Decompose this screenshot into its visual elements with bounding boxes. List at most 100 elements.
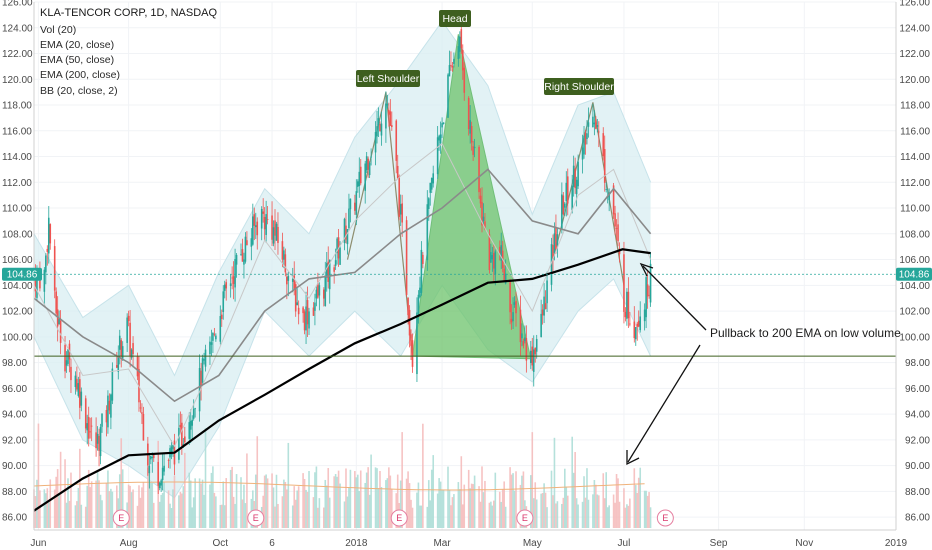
volume-bar: [634, 485, 637, 528]
y-tick-label-right: 116.00: [900, 126, 930, 137]
candle-body: [45, 255, 47, 273]
arrow-head-volume: [626, 450, 640, 466]
volume-bar: [481, 466, 483, 528]
volume-bar: [79, 448, 81, 528]
y-tick-label-left: 88.00: [2, 487, 27, 498]
candle-body: [271, 215, 273, 240]
candle-body: [184, 436, 186, 443]
volume-bar: [379, 471, 381, 528]
candle-body: [90, 425, 93, 427]
candle-body: [450, 64, 452, 67]
volume-bar: [336, 476, 338, 528]
volume-bar: [343, 501, 346, 528]
candle-body: [150, 456, 152, 460]
y-tick-label-right: 108.00: [899, 229, 930, 240]
volume-bar: [80, 504, 83, 528]
volume-bar: [349, 469, 352, 528]
candle-body: [275, 223, 278, 241]
candle-body: [126, 317, 128, 343]
x-tick-label: May: [523, 538, 542, 549]
candle-body: [181, 422, 183, 446]
x-tick-label: Nov: [795, 538, 813, 549]
legend-vol[interactable]: Vol (20): [40, 24, 76, 36]
head-label: Head: [442, 13, 467, 25]
volume-bar: [254, 474, 257, 528]
volume-bar: [209, 484, 211, 528]
y-tick-label-right: 100.00: [899, 332, 930, 343]
candle-body: [296, 302, 298, 306]
candle-body: [614, 213, 616, 227]
y-tick-label-left: 122.00: [2, 49, 33, 60]
bollinger-band-fill: [34, 21, 651, 498]
y-tick-label-left: 104.00: [2, 281, 33, 292]
y-tick-label-left: 126.00: [2, 0, 33, 9]
volume-bar: [388, 467, 390, 528]
candle-body: [637, 320, 640, 327]
candle-body: [235, 254, 238, 265]
left-shoulder-label: Left Shoulder: [357, 73, 420, 85]
candle-body: [564, 203, 566, 208]
volume-bar: [410, 499, 412, 528]
x-tick-label: Aug: [120, 538, 138, 549]
volume-bar: [64, 459, 66, 528]
candle-body: [204, 349, 207, 367]
last-price-tag-left: 104.86: [2, 267, 42, 281]
y-tick-label-right: 112.00: [900, 178, 930, 189]
earnings-marker: [656, 509, 674, 527]
candle-body: [244, 236, 247, 262]
x-tick-label: Sep: [710, 538, 728, 549]
volume-bar: [411, 507, 414, 528]
legend-bb[interactable]: BB (20, close, 2): [40, 85, 118, 97]
candle-body: [265, 214, 267, 235]
y-tick-label-left: 92.00: [2, 435, 27, 446]
candle-body: [552, 244, 554, 260]
candle-body: [297, 307, 300, 315]
volume-bar: [327, 468, 330, 528]
candle-body: [490, 252, 492, 263]
volume-bar: [58, 494, 60, 528]
candle-body: [438, 135, 440, 141]
volume-bar: [294, 499, 297, 528]
candle-body: [410, 334, 412, 346]
volume-bar: [243, 484, 245, 528]
candle-body: [447, 74, 449, 118]
volume-bar: [399, 480, 402, 528]
legend-ema-50[interactable]: EMA (50, close): [40, 54, 114, 66]
volume-bar: [432, 455, 435, 528]
volume-bar: [87, 469, 90, 528]
candle-body: [262, 211, 264, 214]
volume-bar: [420, 505, 423, 528]
candle-body: [86, 423, 89, 431]
candle-body: [457, 46, 460, 60]
earnings-marker: [112, 509, 130, 527]
candle-body: [334, 260, 337, 266]
legend-ema-200[interactable]: EMA (200, close): [40, 69, 120, 81]
volume-bar: [204, 428, 207, 528]
candle-body: [593, 122, 596, 125]
volume-bar: [451, 497, 454, 528]
volume-bar: [503, 481, 505, 528]
volume-bar: [107, 470, 109, 528]
candle-body: [161, 467, 164, 481]
candle-body: [67, 349, 69, 364]
volume-bar: [265, 474, 267, 528]
volume-bar: [544, 492, 547, 528]
volume-bar: [364, 482, 366, 528]
volume-bar: [55, 476, 57, 528]
volume-bar: [188, 472, 191, 528]
candle-body: [272, 227, 275, 244]
legend-ema-20[interactable]: EMA (20, close): [40, 39, 114, 51]
candle-body: [250, 238, 253, 247]
volume-bar: [111, 491, 114, 528]
candle-body: [478, 146, 480, 193]
earnings-marker: [516, 509, 534, 527]
candle-body: [519, 309, 522, 343]
volume-bar: [389, 475, 392, 528]
volume-bar: [178, 495, 180, 528]
y-tick-label-right: 126.00: [899, 0, 930, 9]
candle-body: [256, 221, 259, 236]
candle-body: [55, 291, 57, 314]
